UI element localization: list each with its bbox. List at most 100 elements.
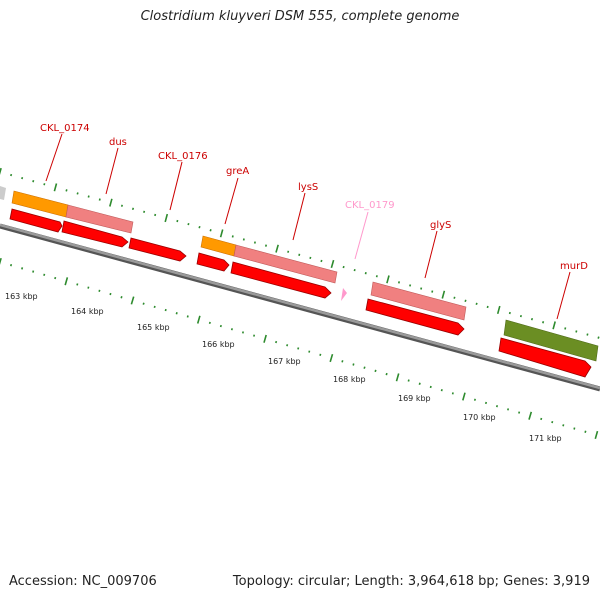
tick-mark	[329, 353, 334, 363]
tick-mark	[120, 204, 123, 207]
tick-mark	[409, 284, 412, 287]
kbp-label-169: 169 kbp	[398, 394, 431, 403]
label-leaders	[45, 133, 571, 320]
tick-mark	[586, 333, 589, 336]
tick-mark	[242, 238, 245, 241]
tick-mark	[496, 305, 501, 315]
genome-title: Clostridium kluyveri DSM 555, complete g…	[140, 9, 460, 24]
tick-mark	[420, 287, 423, 290]
tick-mark	[64, 277, 69, 286]
tick-mark	[518, 411, 521, 414]
gene-bar-CKL_0179	[341, 288, 347, 301]
tick-mark	[143, 210, 146, 214]
gene-label-murD: murD	[560, 261, 588, 272]
tick-mark	[253, 334, 256, 337]
tick-mark	[230, 328, 233, 331]
tick-mark	[109, 198, 113, 207]
tick-mark	[98, 289, 101, 293]
tick-mark	[98, 198, 101, 201]
genome-summary-text: Topology: circular; Length: 3,964,618 bp…	[232, 574, 590, 589]
kbp-labels: 163 kbp 164 kbp 165 kbp 166 kbp 167 kbp …	[5, 292, 562, 443]
backbone	[0, 223, 600, 392]
tick-mark	[198, 225, 201, 229]
tick-mark	[275, 244, 279, 253]
tick-mark	[575, 330, 578, 333]
cds-arrow-7	[498, 337, 592, 378]
tick-mark	[309, 256, 312, 260]
tick-mark	[175, 312, 178, 315]
gene-bars	[0, 186, 599, 362]
tick-mark	[219, 324, 222, 328]
tick-mark	[597, 336, 600, 339]
tick-mark	[375, 275, 378, 278]
tick-mark	[264, 244, 268, 247]
kbp-label-167: 167 kbp	[268, 357, 301, 366]
tick-mark	[473, 398, 476, 401]
tick-mark	[53, 183, 58, 192]
tick-mark	[462, 392, 466, 401]
tick-mark	[508, 311, 511, 315]
tick-mark	[286, 344, 289, 347]
tick-mark	[573, 427, 576, 430]
gene-label-CKL_0176: CKL_0176	[158, 151, 208, 162]
tick-mark	[297, 347, 300, 350]
leader-CKL_0176	[169, 161, 183, 211]
tick-mark	[208, 321, 211, 325]
leader-dus	[105, 147, 119, 195]
tick-mark	[385, 372, 388, 376]
tick-mark	[154, 213, 157, 217]
gene-bar-greA	[200, 235, 237, 257]
gene-label-greA: greA	[226, 166, 249, 177]
tick-mark	[176, 219, 179, 223]
leader-CKL_0174	[45, 133, 63, 182]
tick-mark	[219, 229, 224, 238]
tick-mark	[551, 420, 554, 424]
tick-mark	[10, 173, 13, 177]
gene-label-CKL_0179: CKL_0179	[345, 200, 395, 211]
tick-mark	[87, 195, 90, 198]
tick-mark	[287, 250, 290, 253]
tick-mark	[209, 229, 212, 232]
leader-murD	[556, 271, 571, 320]
tick-mark	[120, 296, 123, 299]
tick-mark	[187, 222, 190, 226]
kbp-label-170: 170 kbp	[463, 413, 496, 422]
tick-mark	[530, 317, 534, 321]
tick-mark	[130, 296, 135, 305]
tick-mark	[21, 176, 24, 180]
gene-label-CKL_0174: CKL_0174	[40, 123, 90, 134]
tick-mark	[330, 259, 335, 269]
tick-mark	[342, 265, 345, 269]
tick-mark	[440, 388, 443, 392]
tick-mark	[540, 417, 543, 421]
gene-bar-glyS	[370, 281, 467, 321]
tick-mark	[475, 302, 478, 306]
leader-CKL_0179	[354, 211, 369, 260]
gene-label-glyS: glyS	[430, 220, 451, 231]
tick-mark	[263, 334, 267, 343]
gene-bar-lysS	[233, 244, 338, 284]
tick-mark	[43, 273, 46, 277]
tick-mark	[441, 290, 446, 299]
tick-mark	[486, 305, 489, 309]
cds-arrow-2	[61, 220, 129, 248]
tick-mark	[32, 180, 35, 183]
tick-mark	[196, 315, 201, 324]
tick-mark	[10, 264, 13, 267]
gene-label-lysS: lysS	[298, 182, 318, 193]
tick-mark	[320, 259, 323, 263]
tick-mark	[341, 360, 344, 363]
tick-mark	[298, 253, 301, 256]
leader-lysS	[292, 192, 306, 241]
tick-mark	[308, 350, 311, 353]
tick-mark	[453, 296, 456, 299]
gene-labels: CKL_0174 dus CKL_0176 greA lysS CKL_0179…	[40, 123, 588, 272]
gene-label-dus: dus	[109, 137, 127, 148]
kbp-label-171: 171 kbp	[529, 434, 562, 443]
tick-mark	[507, 408, 510, 411]
cds-arrow-3	[128, 237, 187, 262]
tick-mark	[241, 331, 245, 334]
tick-mark	[562, 424, 565, 427]
tick-mark	[386, 275, 390, 284]
